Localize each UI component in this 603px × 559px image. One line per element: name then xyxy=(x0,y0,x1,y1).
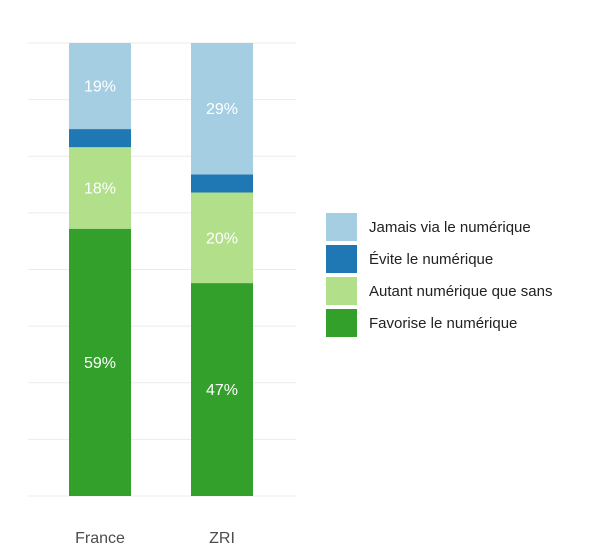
legend-label: Autant numérique que sans xyxy=(369,282,553,300)
legend-item: Évite le numérique xyxy=(326,243,552,275)
data-label: 29% xyxy=(206,101,238,118)
legend-swatch xyxy=(326,277,357,305)
legend-swatch xyxy=(326,213,357,241)
x-tick-label: ZRI xyxy=(209,530,235,547)
legend-label: Évite le numérique xyxy=(369,250,494,268)
bar-segment-france-0 xyxy=(69,228,131,497)
data-label: 47% xyxy=(206,382,238,399)
legend-label: Jamais via le numérique xyxy=(369,218,531,236)
bar-segment-zri-1 xyxy=(191,192,253,284)
x-tick-label: France xyxy=(75,530,125,547)
data-label: 19% xyxy=(84,79,116,96)
bar-segment-france-1 xyxy=(69,147,131,229)
legend-item: Autant numérique que sans xyxy=(326,275,552,307)
legend-item: Favorise le numérique xyxy=(326,307,552,339)
legend-swatch xyxy=(326,245,357,273)
data-label: 18% xyxy=(84,180,116,197)
bar-segment-france-2 xyxy=(69,129,131,148)
bar-segment-zri-3 xyxy=(191,43,253,175)
legend-label: Favorise le numérique xyxy=(369,314,518,332)
chart-legend: Jamais via le numérique Évite le numériqu… xyxy=(326,211,552,339)
legend-item: Jamais via le numérique xyxy=(326,211,552,243)
data-label: 20% xyxy=(206,230,238,247)
bar-segment-zri-0 xyxy=(191,283,253,496)
legend-swatch xyxy=(326,309,357,337)
bar-segment-zri-2 xyxy=(191,174,253,193)
bar-segment-france-3 xyxy=(69,43,131,130)
data-label: 59% xyxy=(84,355,116,372)
